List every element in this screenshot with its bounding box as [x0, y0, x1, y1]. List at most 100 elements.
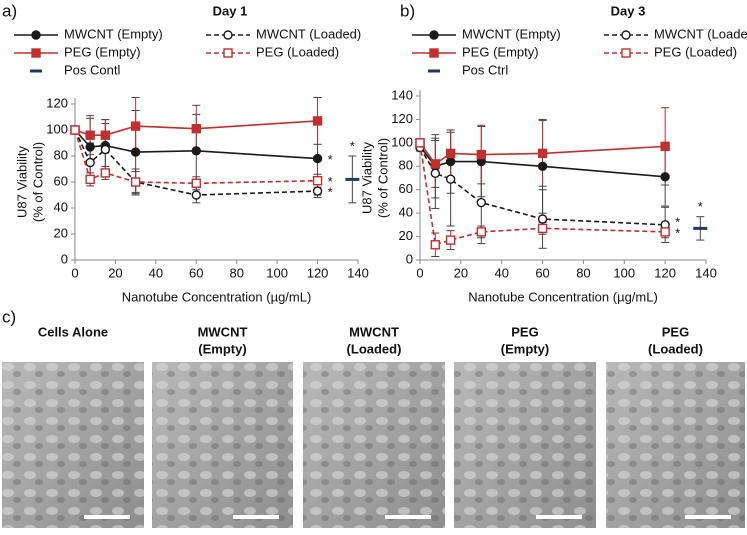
panel-label: b)	[400, 1, 415, 20]
significance: *	[675, 225, 680, 240]
image-caption: PEG	[662, 324, 689, 339]
x-tick-label: 60	[535, 265, 549, 280]
x-tick-label: 0	[416, 265, 423, 280]
legend-marker	[621, 48, 631, 58]
point	[85, 142, 95, 152]
point	[312, 186, 323, 196]
point	[476, 197, 486, 208]
series-line	[74, 129, 318, 185]
significance: *	[328, 185, 333, 200]
y-tick-label: 80	[399, 158, 413, 173]
y-tick-label: 60	[399, 181, 413, 196]
x-tick-label: 140	[347, 265, 369, 280]
legend-label: PEG (Loaded)	[654, 44, 737, 59]
point	[660, 227, 670, 237]
point	[660, 172, 670, 182]
x-axis-label: Nanotube Concentration (µg/mL)	[468, 289, 658, 304]
x-tick-label: 60	[189, 265, 203, 280]
image-caption: (Empty)	[198, 341, 246, 356]
significance: *	[698, 199, 703, 214]
x-tick-label: 100	[613, 265, 635, 280]
y-axis-label: U87 Viability	[14, 145, 29, 218]
point	[537, 161, 548, 171]
y-tick-label: 0	[61, 251, 68, 266]
point	[100, 144, 111, 155]
point	[85, 157, 95, 168]
panel-label: a)	[2, 1, 17, 20]
x-tick-label: 0	[71, 265, 78, 280]
point	[100, 130, 111, 140]
y-tick-label: 20	[54, 225, 68, 240]
series-line	[419, 147, 666, 226]
series-line	[419, 142, 666, 246]
point	[312, 175, 323, 186]
legend-marker	[31, 30, 41, 40]
y-tick-label: 120	[391, 111, 413, 126]
point	[445, 235, 456, 245]
image-caption: (Loaded)	[648, 341, 703, 356]
point	[660, 141, 670, 152]
x-axis-label: Nanotube Concentration (µg/mL)	[122, 289, 312, 304]
significance: *	[328, 152, 333, 167]
point	[537, 148, 548, 159]
x-tick-label: 40	[494, 265, 508, 280]
y-tick-label: 100	[46, 121, 68, 136]
point	[445, 174, 456, 184]
legend-marker	[429, 48, 439, 58]
significance: *	[350, 138, 355, 153]
point	[537, 214, 548, 224]
point	[191, 178, 201, 189]
y-tick-label: 80	[54, 147, 68, 162]
legend-marker	[31, 48, 41, 58]
y-tick-label: 100	[391, 134, 413, 149]
image-caption: Cells Alone	[38, 324, 108, 339]
micrograph-texture	[606, 362, 745, 528]
legend-label: MWCNT (Empty)	[462, 26, 561, 41]
point	[130, 147, 141, 157]
legend-marker	[429, 30, 439, 40]
x-tick-label: 120	[307, 265, 329, 280]
y-tick-label: 40	[54, 199, 68, 214]
micrograph-texture	[2, 362, 144, 528]
legend-marker	[223, 30, 233, 40]
point	[445, 148, 456, 159]
point	[70, 125, 80, 135]
micrograph-texture	[454, 362, 596, 528]
point	[85, 130, 95, 140]
legend-label: PEG (Empty)	[64, 44, 141, 59]
y-tick-label: 40	[399, 205, 413, 220]
panel-label: c)	[2, 307, 16, 326]
y-tick-label: 0	[406, 251, 413, 266]
legend-label: Pos Ctrl	[462, 62, 508, 77]
y-tick-label: 140	[391, 87, 413, 102]
point	[130, 121, 141, 131]
x-tick-label: 20	[108, 265, 122, 280]
legend-label: PEG (Loaded)	[256, 44, 339, 59]
point	[445, 156, 456, 167]
point	[85, 174, 95, 185]
point	[537, 223, 548, 234]
point	[100, 168, 111, 178]
x-tick-label: 40	[149, 265, 163, 280]
point	[191, 146, 201, 156]
y-axis-label: (% of Control)	[30, 142, 45, 222]
point	[191, 190, 201, 200]
point	[312, 116, 323, 126]
x-tick-label: 80	[576, 265, 590, 280]
point	[430, 159, 441, 169]
point	[476, 227, 486, 237]
image-caption: MWCNT	[349, 324, 399, 339]
chart-title: Day 3	[611, 3, 646, 18]
point	[476, 149, 486, 160]
point	[130, 177, 141, 187]
legend-marker	[621, 30, 631, 40]
legend-label: MWCNT (Loaded)	[654, 26, 747, 41]
y-axis-label: (% of Control)	[375, 138, 390, 218]
x-tick-label: 120	[654, 265, 676, 280]
chart-title: Day 1	[213, 3, 248, 18]
significance: *	[328, 174, 333, 189]
y-axis-label: U87 Viability	[359, 141, 374, 214]
x-tick-label: 80	[229, 265, 243, 280]
x-tick-label: 100	[266, 265, 288, 280]
